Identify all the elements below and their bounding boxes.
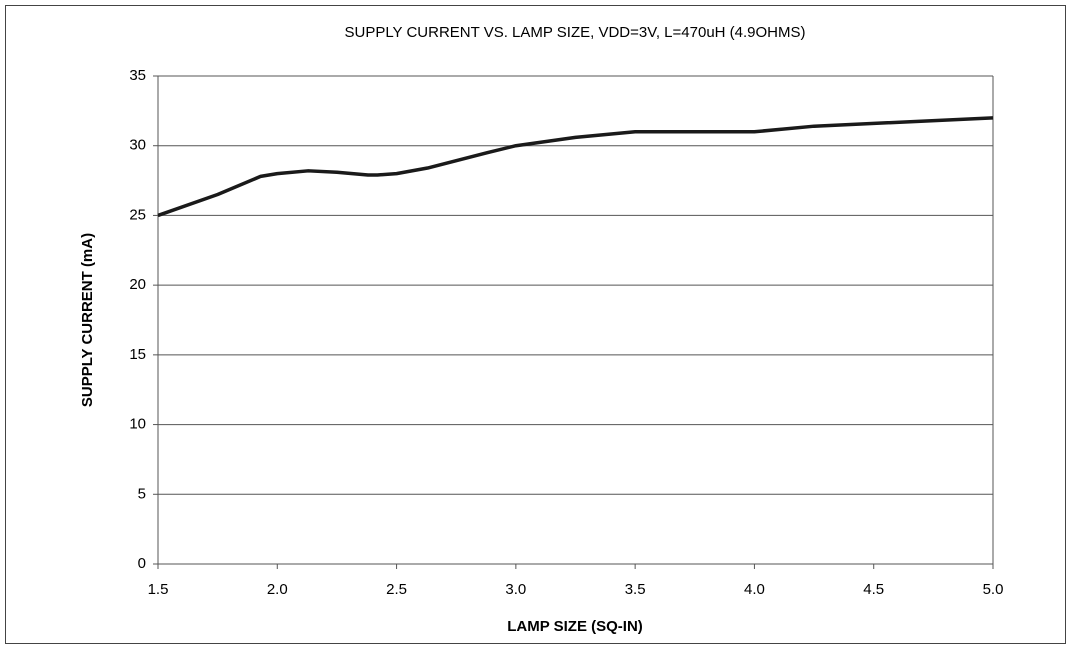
y-tick-label: 15 (129, 346, 146, 363)
x-tick-label: 3.5 (625, 581, 646, 598)
x-tick-label: 1.5 (148, 581, 169, 598)
y-tick-label: 5 (138, 485, 146, 502)
line (157, 116, 994, 218)
y-tick-label: 25 (129, 206, 146, 223)
x-axis-label: LAMP SIZE (SQ-IN) (507, 618, 643, 635)
y-tick-label: 10 (129, 416, 146, 433)
x-tick-label: 2.5 (386, 581, 407, 598)
y-tick-label: 0 (138, 555, 146, 572)
y-tick-label: 20 (129, 276, 146, 293)
x-tick-label: 4.0 (744, 581, 765, 598)
frame (5, 5, 1066, 644)
x-tick-label: 2.0 (267, 581, 288, 598)
x-tick-label: 4.5 (863, 581, 884, 598)
chart-title: SUPPLY CURRENT VS. LAMP SIZE, VDD=3V, L=… (344, 24, 805, 41)
x-tick-label: 5.0 (983, 581, 1004, 598)
y-tick-label: 30 (129, 137, 146, 154)
x-tick-label: 3.0 (505, 581, 526, 598)
y-axis-label: SUPPLY CURRENT (mA) (79, 233, 96, 407)
y-tick-label: 35 (129, 67, 146, 84)
